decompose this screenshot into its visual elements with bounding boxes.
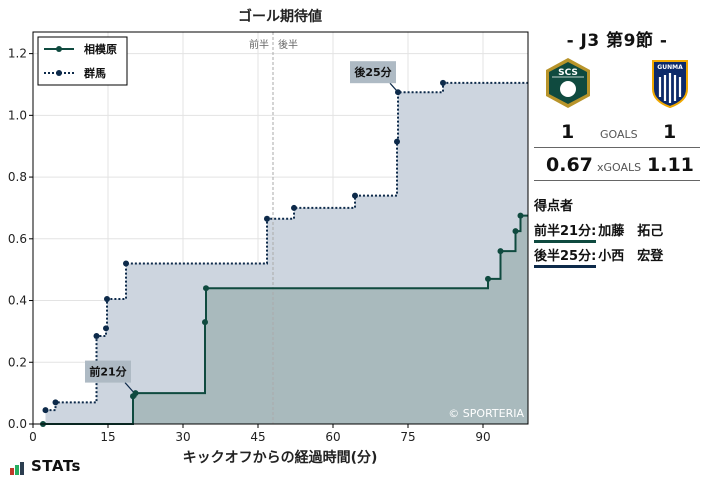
scorer-name: 小西 宏登 (598, 249, 664, 264)
series-point-1-8 (352, 192, 358, 199)
y-tick-label-4: 0.8 (8, 170, 27, 184)
away-xg: 1.11 (647, 154, 694, 176)
stats-logo-bar (15, 465, 19, 475)
series-point-1-4 (104, 295, 110, 302)
annotation-label-0: 前21分 (89, 365, 126, 379)
series-point-1-7 (291, 204, 297, 211)
legend-label-1: 群馬 (83, 66, 106, 80)
series-point-1-1 (52, 399, 59, 406)
watermark: © SPORTERIA (448, 407, 524, 420)
legend-label-0: 相模原 (84, 42, 117, 56)
series-point-0-3 (202, 319, 208, 326)
scorer-list: 前半21分: 加藤 拓己 後半25分: 小西 宏登 (534, 220, 700, 268)
annotation-pointer-0 (124, 382, 134, 392)
x-tick-label-3: 45 (250, 430, 265, 444)
annotation-box-0 (85, 360, 131, 383)
x-tick-label-5: 75 (400, 430, 415, 444)
y-tick-label-2: 0.4 (8, 294, 27, 308)
chart-title: ゴール期待値 (238, 8, 322, 25)
x-tick-label-1: 15 (100, 430, 115, 444)
series-point-1-3 (103, 325, 109, 332)
y-tick-label-6: 1.2 (8, 47, 27, 61)
y-tick-label-0: 0.0 (8, 417, 27, 431)
series-point-1-9 (394, 138, 400, 145)
match-panel: - J3 第9節 - SCS GUNMA 1 GOALS 1 0.67 xGOA… (534, 26, 700, 268)
away-goals: 1 (663, 121, 677, 143)
annotation-box-1 (350, 61, 396, 84)
stats-logo: STATs (10, 457, 81, 475)
legend-marker-0 (56, 46, 62, 52)
second-half-label: 後半 (278, 38, 298, 51)
away-crest-icon: GUNMA (652, 60, 688, 109)
stats-logo-bar (10, 468, 14, 475)
home-xg: 0.67 (546, 154, 593, 176)
series-line-1 (45, 81, 528, 412)
xg-row: 0.67 xGOALS 1.11 (534, 154, 700, 181)
stats-logo-icon (10, 462, 25, 475)
plot-frame (32, 31, 529, 425)
series-point-1-0 (42, 407, 49, 414)
annotation-label-1: 後25分 (354, 65, 391, 79)
xg-label: xGOALS (597, 161, 642, 174)
x-axis-label: キックオフからの経過時間(分) (183, 449, 378, 466)
x-tick-label-2: 30 (175, 430, 190, 444)
home-goals: 1 (561, 121, 575, 143)
legend-marker-1 (56, 70, 62, 76)
series-area-0 (43, 215, 528, 424)
away-crest-text: GUNMA (657, 64, 683, 71)
scorer-time: 前半21分: (534, 224, 597, 243)
series-point-0-4 (203, 285, 209, 292)
home-crest-icon: SCS (546, 58, 590, 108)
legend-box (37, 36, 128, 86)
series-point-1-6 (264, 215, 270, 222)
x-tick-label-0: 0 (29, 430, 37, 444)
home-crest-text: SCS (558, 68, 578, 78)
stats-logo-text: STATs (31, 457, 81, 475)
y-tick-label-3: 0.6 (8, 232, 27, 246)
scorer-time: 後半25分: (534, 249, 597, 268)
first-half-label: 前半 (249, 38, 269, 51)
series-point-0-7 (512, 228, 519, 235)
x-tick-label-4: 60 (325, 430, 340, 444)
series-point-0-6 (497, 248, 504, 255)
match-title: - J3 第9節 - (566, 31, 668, 51)
series-point-0-5 (485, 275, 491, 282)
scorer-row: 後半25分: 小西 宏登 (534, 245, 700, 268)
y-tick-label-1: 0.2 (8, 355, 27, 369)
stats-logo-bar (20, 462, 24, 475)
series-point-1-11 (440, 79, 446, 86)
y-tick-label-5: 1.0 (8, 108, 27, 122)
series-point-0-2 (132, 390, 139, 397)
scorer-name: 加藤 拓己 (598, 224, 664, 239)
series-point-1-5 (123, 260, 129, 267)
goals-row: 1 GOALS 1 (534, 121, 700, 148)
annotation-pointer-1 (389, 82, 399, 93)
team-crests: SCS GUNMA (534, 57, 700, 115)
series-point-1-2 (93, 333, 100, 340)
scorer-row: 前半21分: 加藤 拓己 (534, 220, 700, 243)
series-point-0-8 (517, 212, 524, 219)
x-tick-label-6: 90 (475, 430, 490, 444)
scorers-title: 得点者 (534, 199, 574, 214)
goals-label: GOALS (600, 128, 638, 141)
